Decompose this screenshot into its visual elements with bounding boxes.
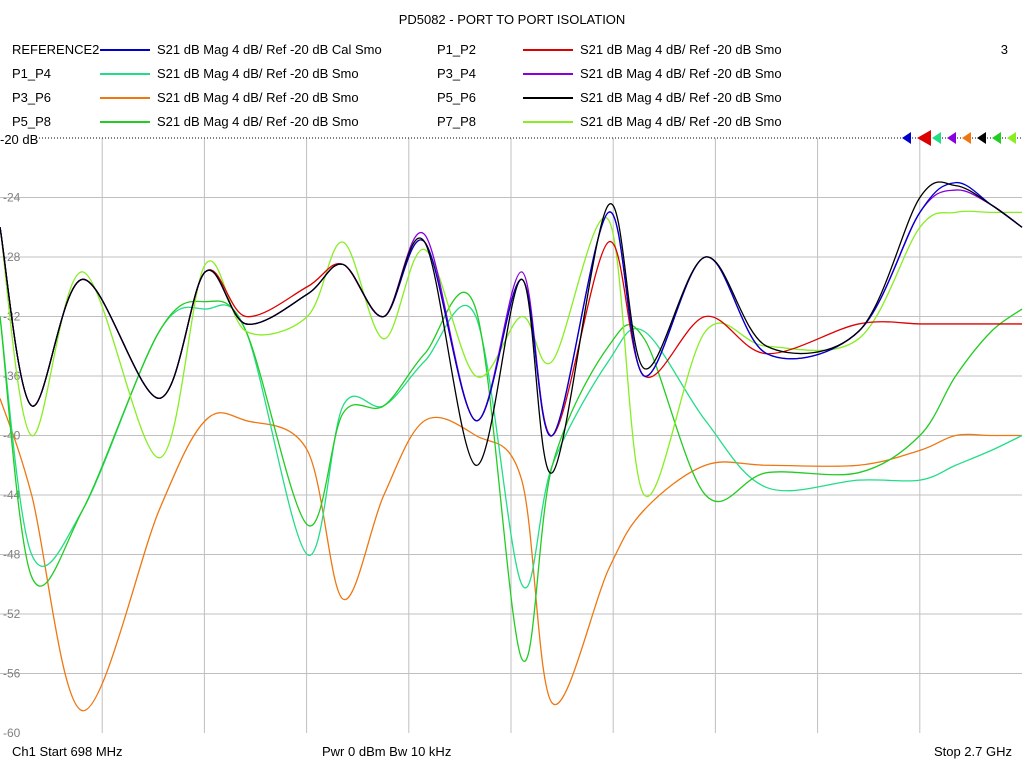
- legend-series-name: P1_P4: [12, 66, 52, 81]
- legend-series-name: P5_P8: [12, 114, 52, 129]
- legend-series-name: P3_P4: [437, 66, 477, 81]
- reference-marker-icon: [902, 132, 911, 144]
- y-tick-label: -28: [3, 250, 21, 264]
- y-tick-label: -48: [3, 548, 21, 562]
- marker-count: 3: [1000, 42, 1008, 57]
- legend-series-description: S21 dB Mag 4 dB/ Ref -20 dB Smo: [157, 114, 359, 129]
- y-tick-label: -60: [3, 726, 21, 740]
- legend-series-description: S21 dB Mag 4 dB/ Ref -20 dB Smo: [580, 66, 782, 81]
- start-frequency: Ch1 Start 698 MHz: [12, 744, 123, 759]
- legend-swatch: [523, 73, 573, 75]
- reference-marker-icon: [917, 130, 931, 146]
- legend-series-name: REFERENCE2: [12, 42, 100, 57]
- legend-series-name: P5_P6: [437, 90, 477, 105]
- legend-swatch: [523, 97, 573, 99]
- y-tick-label: -56: [3, 667, 21, 681]
- legend-series-name: P7_P8: [437, 114, 477, 129]
- legend-swatch: [100, 73, 150, 75]
- reference-marker-icon: [932, 132, 941, 144]
- legend-series-name: P1_P2: [437, 42, 477, 57]
- legend-series-description: S21 dB Mag 4 dB/ Ref -20 dB Smo: [580, 42, 782, 57]
- y-tick-label: -52: [3, 607, 21, 621]
- series-line-p3_p6: [0, 398, 1023, 712]
- legend-swatch: [523, 49, 573, 51]
- series-line-p5_p8: [0, 291, 1023, 662]
- legend-series-description: S21 dB Mag 4 dB/ Ref -20 dB Smo: [157, 90, 359, 105]
- legend-swatch: [100, 49, 150, 51]
- reference-marker-icon: [947, 132, 956, 144]
- legend-series-description: S21 dB Mag 4 dB/ Ref -20 dB Smo: [157, 66, 359, 81]
- legend-swatch: [100, 121, 150, 123]
- power-bandwidth: Pwr 0 dBm Bw 10 kHz: [322, 744, 452, 759]
- y-tick-label: -44: [3, 488, 21, 502]
- reference-marker-icon: [1007, 132, 1016, 144]
- legend-swatch: [523, 121, 573, 123]
- reference-level-label: -20 dB: [0, 132, 39, 147]
- chart-title: PD5082 - PORT TO PORT ISOLATION: [398, 12, 626, 27]
- legend-swatch: [100, 97, 150, 99]
- reference-marker-icon: [992, 132, 1001, 144]
- reference-marker-icon: [962, 132, 971, 144]
- legend-series-name: P3_P6: [12, 90, 52, 105]
- legend-series-description: S21 dB Mag 4 dB/ Ref -20 dB Smo: [580, 90, 782, 105]
- legend-series-description: S21 dB Mag 4 dB/ Ref -20 dB Smo: [580, 114, 782, 129]
- stop-frequency: Stop 2.7 GHz: [933, 744, 1012, 759]
- reference-marker-icon: [977, 132, 986, 144]
- y-tick-label: -24: [3, 191, 21, 205]
- legend-series-description: S21 dB Mag 4 dB/ Ref -20 dB Cal Smo: [157, 42, 382, 57]
- series-line-p5_p6: [0, 181, 1023, 474]
